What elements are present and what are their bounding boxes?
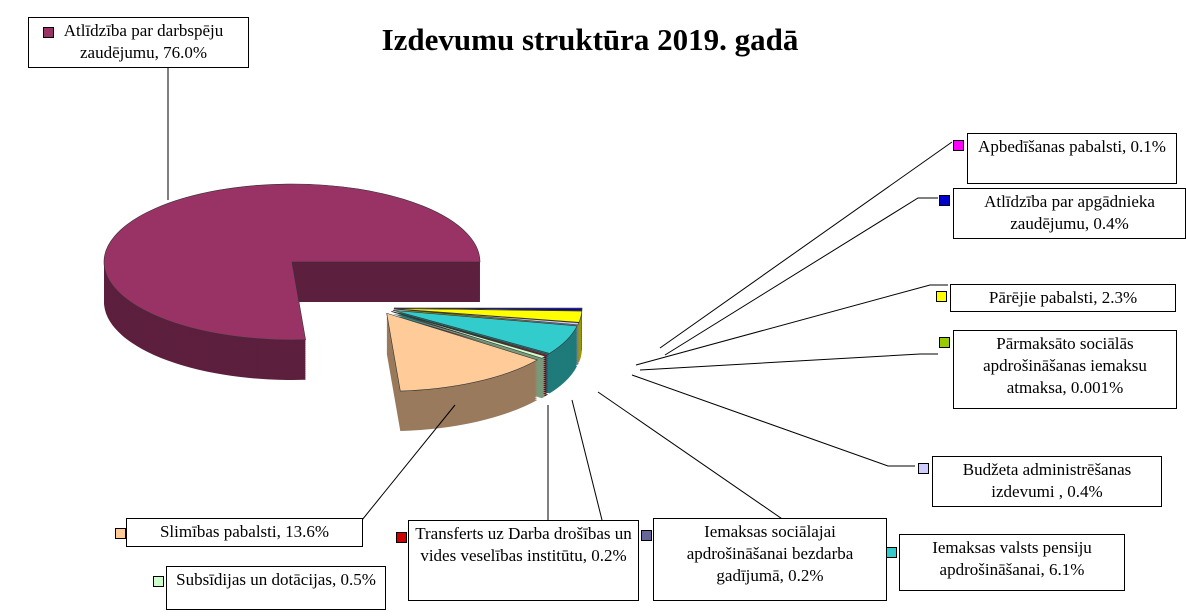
slice-top: [393, 307, 583, 311]
chart-title: Izdevumu struktūra 2019. gadā: [381, 22, 799, 57]
data-label: Budžeta administrēšanas izdevumi , 0.4%: [918, 456, 1162, 507]
label-text: Transferts uz Darba drošības un vides ve…: [415, 524, 632, 565]
data-label: Slimības pabalsti, 13.6%: [115, 518, 363, 547]
leader-line: [639, 353, 938, 371]
label-text: Atlīdzība par apgādnieka zaudējumu, 0.4%: [984, 192, 1155, 233]
data-label: Atlīdzība par apgādnieka zaudējumu, 0.4%: [939, 188, 1186, 239]
leader-line: [571, 399, 603, 521]
data-label: Pārējie pabalsti, 2.3%: [936, 284, 1176, 312]
data-label: Iemaksas valsts pensiju apdrošināšanai, …: [886, 534, 1125, 591]
slice-top: [391, 311, 547, 359]
slice-top: [393, 308, 580, 326]
slice-top: [386, 312, 539, 392]
label-marker: [939, 337, 950, 348]
label-text: Apbedīšanas pabalsti, 0.1%: [978, 137, 1166, 156]
slice-top: [393, 308, 583, 323]
label-text: Iemaksas sociālajai apdrošināšanai bezda…: [686, 522, 854, 585]
label-marker: [939, 195, 950, 206]
data-label: Pārmaksāto sociālās apdrošināšanas iemak…: [939, 330, 1177, 409]
label-text: Pārējie pabalsti, 2.3%: [988, 288, 1138, 307]
data-label: Transferts uz Darba drošības un vides ve…: [396, 520, 639, 601]
data-label: Iemaksas sociālajai apdrošināšanai bezda…: [641, 518, 887, 601]
label-marker: [918, 463, 929, 474]
label-text: Pārmaksāto sociālās apdrošināšanas iemak…: [983, 334, 1147, 397]
leader-line: [635, 284, 948, 366]
leader-line: [664, 197, 938, 356]
leader-line: [631, 374, 915, 467]
label-text: Iemaksas valsts pensiju apdrošināšanai, …: [932, 538, 1092, 579]
data-label: Apbedīšanas pabalsti, 0.1%: [953, 133, 1177, 184]
label-marker: [115, 528, 126, 539]
slice-top: [392, 310, 578, 354]
slice: [386, 312, 539, 432]
slice: [103, 183, 481, 380]
label-text: Subsīdijas un dotācijas, 0.5%: [176, 570, 376, 589]
label-marker: [396, 532, 407, 543]
label-marker: [43, 27, 54, 38]
slice-side: [391, 313, 546, 361]
label-marker: [936, 291, 947, 302]
data-label: Subsīdijas un dotācijas, 0.5%: [153, 566, 386, 610]
label-text: Budžeta administrēšanas izdevumi , 0.4%: [962, 460, 1132, 501]
label-marker: [153, 576, 164, 587]
label-text: Atlīdzība par darbspēju zaudējumu, 76.0%: [63, 21, 224, 62]
leader-line: [361, 404, 456, 521]
label-marker: [886, 547, 897, 558]
label-marker: [953, 140, 964, 151]
data-label: Atlīdzība par darbspēju zaudējumu, 76.0%: [28, 17, 249, 68]
label-marker: [641, 530, 652, 541]
slice-top: [103, 183, 481, 341]
label-text: Slimības pabalsti, 13.6%: [159, 522, 330, 541]
leader-line: [659, 141, 953, 349]
